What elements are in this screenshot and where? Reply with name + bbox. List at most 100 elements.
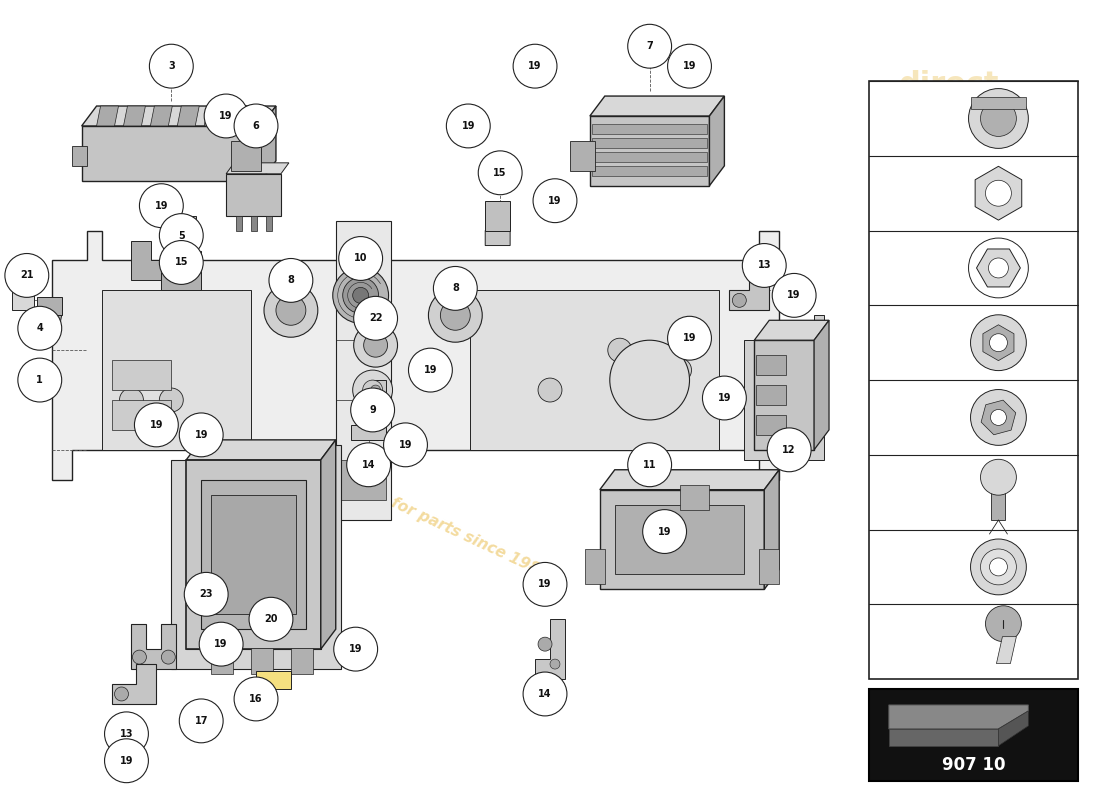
- Text: 9: 9: [893, 562, 901, 572]
- Polygon shape: [869, 81, 1078, 679]
- Text: 19: 19: [528, 61, 542, 71]
- Circle shape: [990, 334, 1008, 352]
- Text: a passion for parts since 1985: a passion for parts since 1985: [310, 458, 551, 581]
- Polygon shape: [592, 152, 707, 162]
- Circle shape: [264, 283, 318, 338]
- Text: 11: 11: [642, 460, 657, 470]
- Circle shape: [104, 739, 148, 782]
- Circle shape: [179, 413, 223, 457]
- Circle shape: [234, 677, 278, 721]
- Polygon shape: [757, 415, 786, 435]
- Polygon shape: [590, 116, 710, 186]
- Circle shape: [384, 423, 428, 466]
- Text: 20: 20: [264, 614, 277, 624]
- Text: 19: 19: [150, 420, 163, 430]
- Polygon shape: [36, 298, 62, 315]
- Circle shape: [140, 184, 184, 228]
- Polygon shape: [47, 315, 62, 340]
- Circle shape: [538, 378, 562, 402]
- Polygon shape: [211, 648, 233, 674]
- Circle shape: [134, 403, 178, 447]
- Circle shape: [742, 243, 786, 287]
- Polygon shape: [162, 250, 201, 290]
- Polygon shape: [101, 290, 251, 450]
- Polygon shape: [72, 146, 87, 166]
- Text: 8: 8: [452, 283, 459, 294]
- Text: 907 10: 907 10: [942, 756, 1005, 774]
- Text: 19: 19: [214, 639, 228, 649]
- Text: 5: 5: [178, 230, 185, 241]
- Circle shape: [114, 687, 129, 701]
- Circle shape: [333, 627, 377, 671]
- Polygon shape: [231, 141, 261, 170]
- Circle shape: [767, 428, 811, 472]
- Polygon shape: [211, 494, 296, 614]
- Circle shape: [343, 278, 378, 314]
- Polygon shape: [321, 440, 336, 649]
- Text: 2: 2: [736, 539, 743, 550]
- Polygon shape: [336, 221, 390, 519]
- Text: 15: 15: [494, 168, 507, 178]
- Circle shape: [150, 44, 194, 88]
- Circle shape: [513, 44, 557, 88]
- Circle shape: [353, 287, 369, 303]
- Circle shape: [970, 314, 1026, 370]
- Polygon shape: [485, 201, 510, 230]
- Circle shape: [354, 323, 397, 367]
- Circle shape: [364, 334, 387, 357]
- Circle shape: [4, 254, 48, 298]
- Polygon shape: [81, 126, 261, 181]
- Polygon shape: [81, 106, 276, 126]
- Text: 19: 19: [349, 644, 362, 654]
- Text: 3: 3: [168, 61, 175, 71]
- Polygon shape: [251, 216, 257, 230]
- Polygon shape: [592, 124, 707, 134]
- Text: 4: 4: [36, 323, 43, 334]
- Polygon shape: [261, 106, 276, 181]
- Circle shape: [132, 650, 146, 664]
- Circle shape: [990, 558, 1008, 576]
- Text: 6: 6: [253, 121, 260, 131]
- Circle shape: [968, 89, 1028, 148]
- Text: 7: 7: [647, 42, 653, 51]
- Polygon shape: [981, 400, 1015, 434]
- Circle shape: [440, 300, 471, 330]
- Polygon shape: [205, 106, 227, 126]
- Polygon shape: [970, 97, 1026, 109]
- Polygon shape: [111, 360, 172, 390]
- Text: 22: 22: [368, 314, 383, 323]
- Polygon shape: [151, 106, 173, 126]
- Text: 19: 19: [399, 440, 412, 450]
- Polygon shape: [615, 505, 745, 574]
- Text: 22: 22: [889, 188, 904, 198]
- Circle shape: [447, 104, 491, 148]
- Polygon shape: [236, 216, 242, 230]
- Text: 19: 19: [219, 111, 233, 121]
- Circle shape: [18, 306, 62, 350]
- Text: 17: 17: [195, 716, 208, 726]
- Polygon shape: [111, 400, 172, 430]
- Circle shape: [270, 258, 312, 302]
- Polygon shape: [975, 166, 1022, 220]
- Polygon shape: [991, 484, 1005, 520]
- Text: 19: 19: [788, 290, 801, 300]
- Polygon shape: [256, 671, 290, 689]
- Circle shape: [428, 288, 482, 342]
- Circle shape: [986, 180, 1011, 206]
- Polygon shape: [889, 705, 1028, 729]
- Text: 19: 19: [548, 196, 562, 206]
- Text: 8: 8: [893, 637, 901, 646]
- Circle shape: [989, 258, 1009, 278]
- Text: 19: 19: [683, 334, 696, 343]
- Polygon shape: [869, 689, 1078, 781]
- Circle shape: [363, 380, 383, 400]
- Circle shape: [628, 24, 672, 68]
- Text: 15: 15: [175, 258, 188, 267]
- Circle shape: [668, 316, 712, 360]
- Polygon shape: [177, 106, 199, 126]
- Text: direct
fitspares: direct fitspares: [872, 70, 1025, 132]
- Circle shape: [608, 338, 631, 362]
- Text: 8: 8: [287, 275, 295, 286]
- Circle shape: [980, 549, 1016, 585]
- Circle shape: [353, 370, 393, 410]
